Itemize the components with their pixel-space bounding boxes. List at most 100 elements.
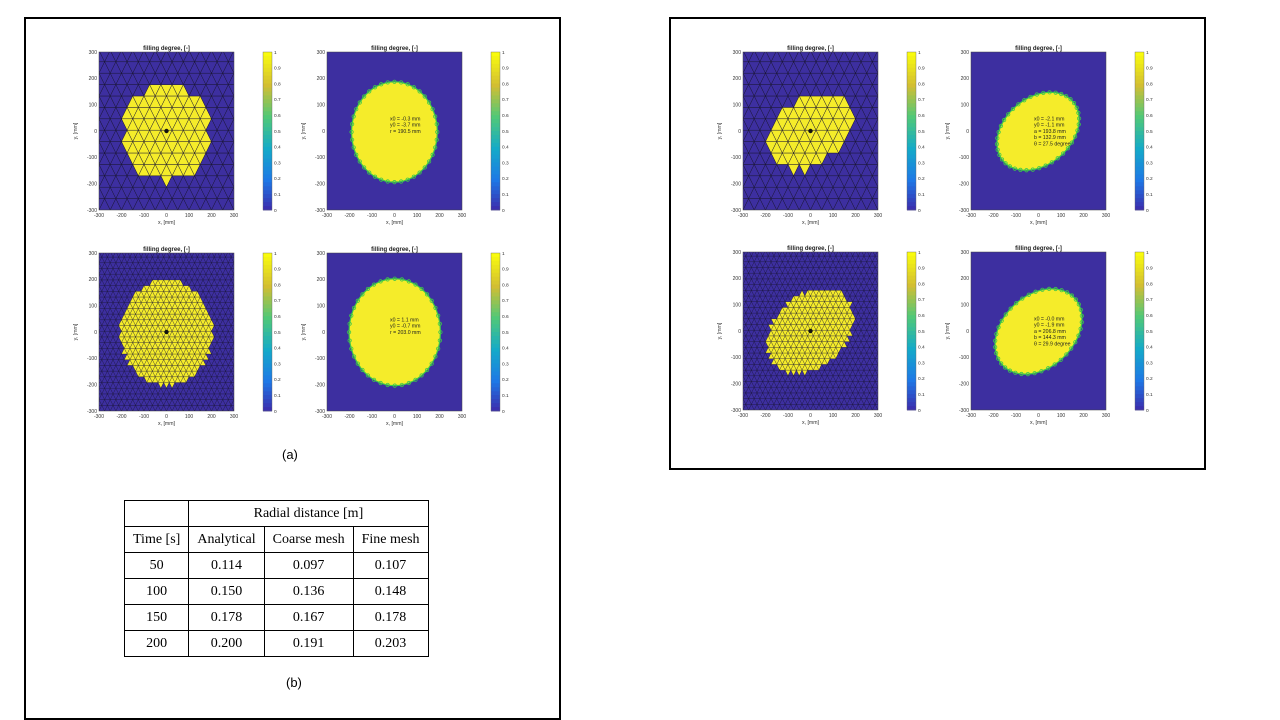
mesh-cell xyxy=(877,186,878,188)
column-header: Fine mesh xyxy=(352,526,429,553)
y-tick-label: -300 xyxy=(959,408,969,414)
colorbar-segment xyxy=(907,91,916,96)
mesh-cell xyxy=(116,246,122,252)
mesh-cell xyxy=(884,262,890,268)
colorbar xyxy=(490,252,501,412)
plot-coarse-mesh-circular: filling degree, [-] -300 -200 -100 0 100 200 30… xyxy=(69,43,299,233)
x-tick-label: 200 xyxy=(851,413,860,419)
mesh-cell xyxy=(240,314,246,320)
colorbar-segment xyxy=(907,75,916,81)
colorbar-segment xyxy=(1135,83,1144,88)
mesh-cell xyxy=(242,371,248,377)
colorbar-segment xyxy=(1135,162,1144,167)
colorbar-segment xyxy=(491,79,500,84)
colorbar-segment xyxy=(263,83,272,88)
colorbar-segment xyxy=(907,138,916,144)
colorbar xyxy=(906,251,917,411)
mesh-cell xyxy=(881,376,887,382)
colorbar-tick-label: 0.9 xyxy=(918,266,925,272)
mesh-cell xyxy=(872,118,878,131)
mesh-cell xyxy=(251,43,262,50)
colorbar-segment xyxy=(263,67,272,73)
x-tick-label: 0 xyxy=(809,213,812,219)
colorbar-segment xyxy=(263,272,272,278)
mesh-cell xyxy=(884,381,890,387)
colorbar xyxy=(262,51,273,211)
mesh-cell xyxy=(242,325,248,331)
mesh-cell xyxy=(233,72,234,74)
colorbar-tick-label: 0.6 xyxy=(502,113,509,119)
colorbar-segment xyxy=(907,394,916,399)
colorbar-tick-label: 0 xyxy=(918,208,921,214)
mesh-cell xyxy=(233,296,234,298)
y-tick-label: -100 xyxy=(87,155,97,161)
mesh-cell xyxy=(251,85,262,96)
colorbar-segment xyxy=(491,174,500,179)
colorbar-tick-label: 1 xyxy=(918,50,921,56)
mesh-cell xyxy=(233,330,234,332)
mesh-cell xyxy=(877,329,878,331)
colorbar-segment xyxy=(1135,146,1144,152)
boundary-marker xyxy=(351,145,356,150)
mesh-cell xyxy=(856,245,862,251)
mesh-cell xyxy=(884,307,890,313)
y-tick-label: 0 xyxy=(322,330,325,336)
colorbar-segment xyxy=(907,398,916,403)
mesh-cell xyxy=(886,256,892,262)
mesh-cell xyxy=(889,96,900,107)
colorbar-segment xyxy=(1135,394,1144,399)
boundary-marker xyxy=(438,330,443,335)
y-tick-label: 0 xyxy=(322,129,325,135)
fit-annotation: y0 = -1.9 mm xyxy=(1034,323,1064,329)
colorbar-tick-label: 0.4 xyxy=(502,346,509,352)
colorbar-segment xyxy=(491,202,500,207)
injection-point xyxy=(164,128,169,134)
mesh-cell xyxy=(886,404,892,410)
mesh-cell xyxy=(850,245,856,251)
mesh-cell xyxy=(884,164,895,175)
mesh-cell xyxy=(884,296,890,302)
colorbar-segment xyxy=(263,99,272,104)
colorbar-tick-label: 1 xyxy=(1146,250,1149,256)
x-axis-label: x, [mm] xyxy=(386,421,404,427)
table-row: 100 0.150 0.136 0.148 xyxy=(123,578,429,605)
mesh-cell xyxy=(245,119,256,130)
mesh-cell xyxy=(233,319,234,321)
mesh-cell xyxy=(872,95,878,108)
colorbar-segment xyxy=(907,334,916,340)
colorbar-segment xyxy=(491,296,500,301)
mesh-cell xyxy=(200,43,211,50)
mesh-cell xyxy=(877,284,878,285)
caption-a: (a) xyxy=(282,447,298,462)
mesh-cell xyxy=(230,387,234,395)
fit-annotation: y0 = -1.1 mm xyxy=(1034,123,1064,129)
mesh-cell xyxy=(237,382,243,388)
boundary-marker xyxy=(399,80,404,85)
colorbar-segment xyxy=(491,268,500,274)
mesh-cell xyxy=(886,267,892,273)
mesh-cell xyxy=(226,246,232,252)
boundary-marker xyxy=(434,122,439,127)
colorbar-segment xyxy=(907,95,916,100)
mesh-cell xyxy=(237,388,243,394)
colorbar-tick-label: 0.9 xyxy=(1146,66,1153,72)
y-tick-label: 0 xyxy=(94,330,97,336)
colorbar-segment xyxy=(491,198,500,203)
colorbar-segment xyxy=(491,335,500,341)
mesh-cell xyxy=(881,273,887,279)
mesh-cell xyxy=(237,377,243,383)
mesh-cell xyxy=(240,85,251,96)
colorbar-segment xyxy=(263,403,272,408)
boundary-marker xyxy=(1073,297,1078,302)
mesh-cell xyxy=(877,164,878,165)
mesh-cell xyxy=(877,398,878,399)
colorbar-tick-label: 0.3 xyxy=(918,160,925,166)
x-tick-label: 100 xyxy=(413,213,422,219)
mesh-cell xyxy=(223,246,229,252)
mesh-cell xyxy=(233,72,234,74)
mesh-cell xyxy=(228,61,234,74)
colorbar-segment xyxy=(263,194,272,199)
mesh-cell xyxy=(233,342,234,343)
colorbar-segment xyxy=(907,71,916,77)
mesh-cell xyxy=(771,43,782,50)
